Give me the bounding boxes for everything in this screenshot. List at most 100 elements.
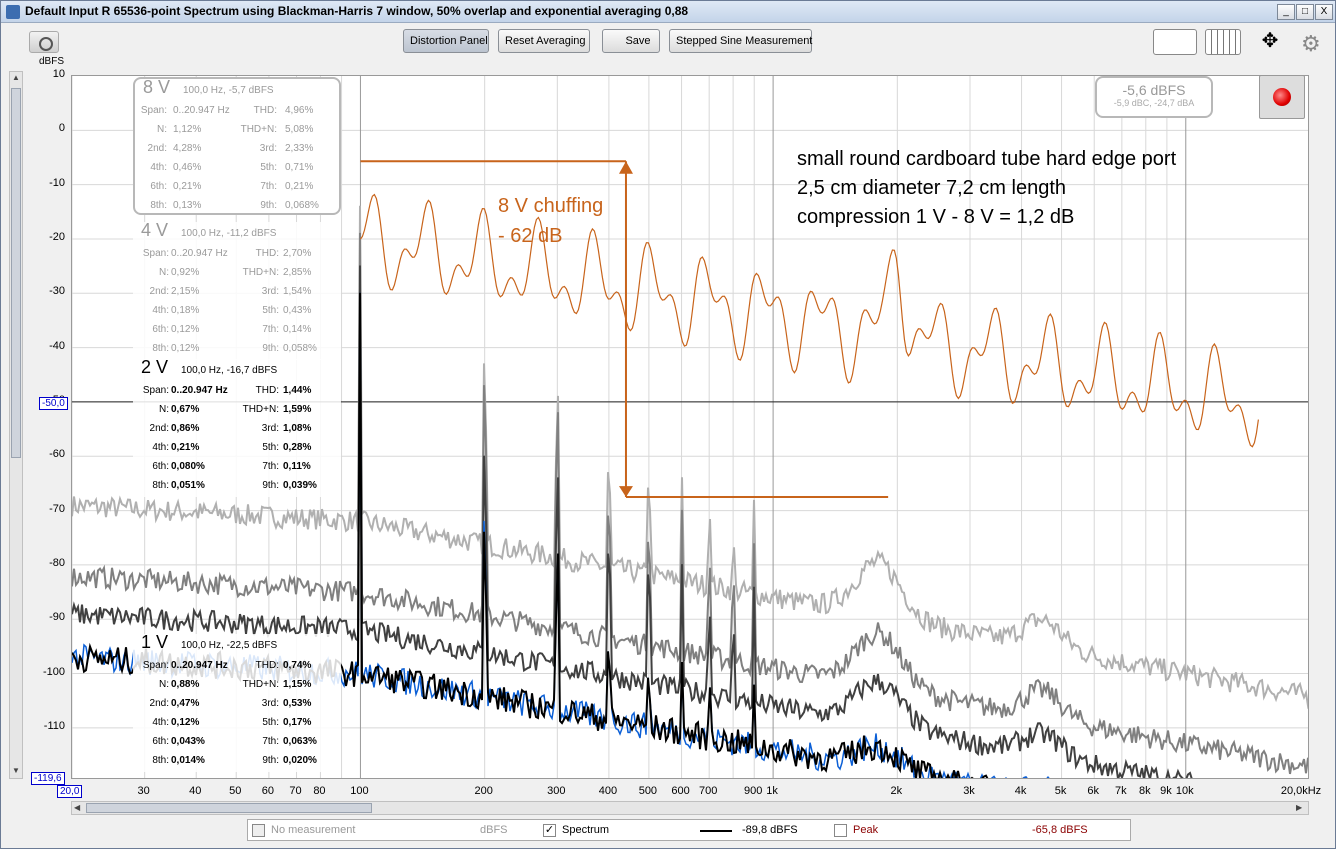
- n-label: N:: [159, 404, 169, 415]
- x-right-label: 20,0kHz: [1280, 785, 1322, 797]
- h5-value: 0,43%: [283, 305, 312, 316]
- panel-header: 100,0 Hz, -5,7 dBFS: [183, 85, 274, 96]
- scroll-right-icon[interactable]: ▶: [1296, 803, 1303, 812]
- h5-value: 0,28%: [283, 442, 312, 453]
- span-label: Span:: [142, 248, 169, 259]
- x-tick-label: 50: [229, 785, 242, 797]
- h4-label: 4th:: [150, 162, 167, 173]
- h2-label: 2nd:: [147, 143, 167, 154]
- scroll-left-icon[interactable]: ◀: [74, 803, 81, 812]
- thdn-label: THD+N:: [242, 404, 279, 415]
- grid-icon[interactable]: [1205, 29, 1241, 55]
- scroll-up-icon[interactable]: ▲: [12, 73, 20, 82]
- span-value: 0..20.947 Hz: [171, 660, 228, 671]
- chuff-annotation: 8 V chuffing - 62 dB: [498, 191, 603, 251]
- panel-voltage: 4 V: [141, 220, 169, 240]
- distortion-panel-button[interactable]: Distortion Panel: [403, 29, 489, 53]
- vertical-scrollbar[interactable]: ▲ ▼: [9, 71, 23, 779]
- h6-label: 6th:: [152, 736, 169, 747]
- reset-averaging-button[interactable]: Reset Averaging: [498, 29, 590, 53]
- title-bar[interactable]: Default Input R 65536-point Spectrum usi…: [1, 1, 1335, 23]
- spectrum-checkbox[interactable]: ✓: [543, 824, 556, 837]
- thdn-label: THD+N:: [240, 124, 277, 135]
- y-tick-label: -20: [49, 230, 65, 243]
- thd-label: THD:: [255, 248, 279, 259]
- h5-value: 0,17%: [283, 717, 312, 728]
- thd-label: THD:: [255, 660, 279, 671]
- h7-value: 0,063%: [283, 736, 317, 747]
- trace-chuffing: [359, 193, 1259, 448]
- x-tick-label: 700: [698, 785, 718, 797]
- x-left-label[interactable]: 20,0: [57, 785, 83, 798]
- camera-icon[interactable]: [29, 31, 59, 53]
- maximize-button[interactable]: □: [1296, 4, 1314, 20]
- h5-value: 0,71%: [285, 162, 314, 173]
- x-tick-label: 500: [638, 785, 658, 797]
- resize-arrows-icon[interactable]: ✥: [1261, 30, 1279, 52]
- h9-value: 0,020%: [283, 755, 317, 766]
- level-main: -5,6 dBFS: [1122, 82, 1186, 98]
- thd-value: 1,44%: [283, 385, 312, 396]
- level-sub: -5,9 dBC, -24,7 dBA: [1113, 98, 1195, 108]
- x-tick-label: 100: [350, 785, 369, 797]
- h4-label: 4th:: [152, 305, 169, 316]
- h7-label: 7th:: [262, 736, 279, 747]
- x-tick-label: 30: [137, 785, 150, 797]
- x-tick-label: 300: [547, 785, 566, 797]
- n-value: 0,88%: [171, 679, 200, 690]
- h8-value: 0,014%: [171, 755, 205, 766]
- x-tick-label: 6k: [1087, 785, 1100, 797]
- record-button[interactable]: [1259, 75, 1305, 119]
- legend-bar: No measurement dBFS ✓ Spectrum -89,8 dBF…: [247, 819, 1131, 841]
- h9-label: 9th:: [262, 480, 279, 491]
- trace-4v: [72, 232, 1308, 775]
- y-tick-label: -10: [49, 176, 65, 189]
- h6-value: 0,21%: [173, 181, 202, 192]
- chuff-line-1: 8 V chuffing: [498, 195, 604, 217]
- h7-label: 7th:: [260, 181, 277, 192]
- horizontal-scroll-thumb[interactable]: [86, 803, 372, 813]
- minimize-button[interactable]: _: [1277, 4, 1295, 20]
- close-button[interactable]: X: [1315, 4, 1333, 20]
- distortion-panel: 1 V 100,0 Hz, -22,5 dBFS Span: 0..20.947 Hz…: [133, 632, 341, 772]
- y-tick-label: -100: [42, 665, 65, 678]
- h9-label: 9th:: [260, 200, 277, 211]
- x-tick-label: 7k: [1115, 785, 1127, 797]
- h2-value: 0,47%: [171, 698, 200, 709]
- annotation-text: small round cardboard tube hard edge por…: [797, 145, 1176, 232]
- h6-label: 6th:: [152, 324, 169, 335]
- thdn-value: 1,15%: [283, 679, 312, 690]
- h5-label: 5th:: [262, 305, 279, 316]
- h3-label: 3rd:: [259, 143, 277, 154]
- horizontal-scrollbar[interactable]: ◀ ▶: [71, 801, 1309, 815]
- y-axis-unit: dBFS: [39, 56, 65, 67]
- y-bottom-label[interactable]: -119,6: [31, 772, 65, 785]
- spectrum-label: Spectrum: [562, 824, 610, 836]
- panel-voltage: 2 V: [141, 357, 169, 377]
- n-label: N:: [159, 679, 169, 690]
- h3-value: 2,33%: [285, 143, 314, 154]
- app-icon: [6, 5, 20, 19]
- save-button[interactable]: Save: [602, 29, 660, 53]
- h8-label: 8th:: [152, 343, 169, 354]
- x-tick-label: 1k: [766, 785, 778, 797]
- x-tick-label: 5k: [1054, 785, 1067, 797]
- no-measurement-checkbox[interactable]: [252, 824, 265, 837]
- vertical-scroll-thumb[interactable]: [11, 88, 21, 458]
- stepped-sine-button[interactable]: Stepped Sine Measurement: [669, 29, 812, 53]
- peak-checkbox[interactable]: [834, 824, 847, 837]
- x-tick-label: 2k: [890, 785, 903, 797]
- span-label: Span:: [142, 385, 169, 396]
- y-tick-label: -90: [49, 611, 65, 624]
- x-tick-label: 200: [474, 785, 493, 797]
- thd-label: THD:: [253, 105, 277, 116]
- y-ref-label[interactable]: -50,0: [39, 397, 68, 410]
- thd-label: THD:: [255, 385, 279, 396]
- gear-icon[interactable]: ⚙: [1301, 31, 1321, 56]
- window-layout-icon[interactable]: [1153, 29, 1197, 55]
- span-label: Span:: [142, 660, 169, 671]
- scroll-down-icon[interactable]: ▼: [12, 766, 20, 775]
- h4-value: 0,12%: [171, 717, 200, 728]
- panel-header: 100,0 Hz, -16,7 dBFS: [181, 365, 278, 376]
- x-tick-label: 80: [313, 785, 326, 797]
